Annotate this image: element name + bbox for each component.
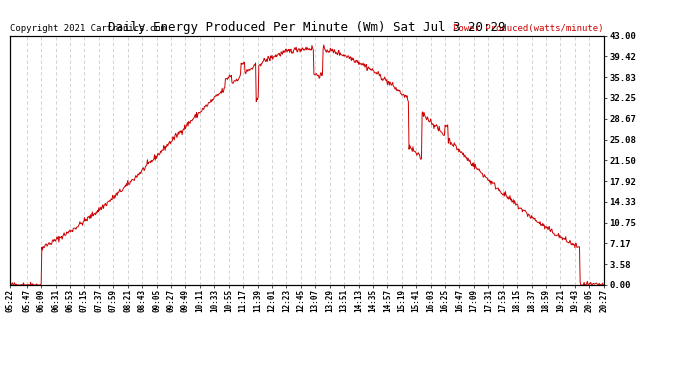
Text: Copyright 2021 Cartronics.com: Copyright 2021 Cartronics.com [10,24,166,33]
Text: Power Produced(watts/minute): Power Produced(watts/minute) [453,24,604,33]
Title: Daily Energy Produced Per Minute (Wm) Sat Jul 3 20:29: Daily Energy Produced Per Minute (Wm) Sa… [108,21,506,34]
